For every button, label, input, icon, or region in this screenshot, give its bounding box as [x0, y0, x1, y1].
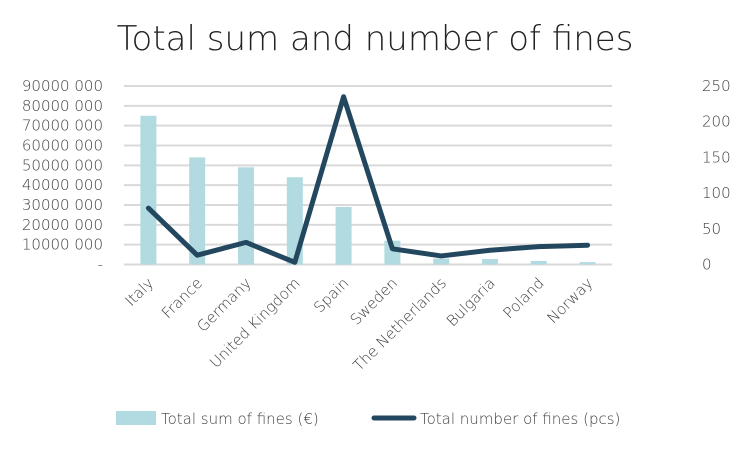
chart-title: Total sum and number of fines	[117, 19, 634, 59]
category-label: Spain	[310, 274, 352, 316]
right-axis-tick-label: 0	[702, 256, 712, 274]
bar	[433, 259, 449, 265]
bar	[482, 259, 498, 265]
legend-label-line: Total number of fines (pcs)	[420, 410, 620, 428]
left-axis-tick-label: 20000 000	[22, 216, 103, 234]
right-axis-tick-label: 100	[702, 184, 731, 202]
category-label: Poland	[499, 274, 547, 322]
left-axis-tick-label: 90000 000	[22, 77, 103, 95]
category-label: France	[158, 274, 206, 322]
legend: Total sum of fines (€) Total number of f…	[116, 410, 620, 428]
left-axis-tick-label: 60000 000	[22, 137, 103, 155]
bar	[238, 167, 254, 264]
category-label: Norway	[543, 274, 596, 327]
legend-swatch-bar	[116, 411, 156, 425]
left-axis-tick-label: 80000 000	[22, 97, 103, 115]
line-series	[148, 97, 587, 263]
legend-label-bar: Total sum of fines (€)	[161, 410, 319, 428]
category-label: Italy	[121, 274, 157, 310]
right-axis-tick-label: 150	[702, 148, 731, 166]
bar	[531, 261, 547, 265]
bar	[580, 262, 596, 264]
category-label: Bulgaria	[443, 274, 499, 330]
category-label: The Netherlands	[350, 274, 450, 374]
left-axis-tick-label: 40000 000	[22, 176, 103, 194]
left-axis-tick-label: 30000 000	[22, 196, 103, 214]
right-axis-tick-label: 50	[702, 220, 721, 238]
left-axis-tick-label: 50000 000	[22, 156, 103, 174]
left-axis-tick-label: -	[98, 256, 103, 274]
right-axis-tick-label: 200	[702, 113, 731, 131]
left-axis-tick-label: 10000 000	[22, 236, 103, 254]
category-label: United Kingdom	[206, 274, 304, 372]
right-axis-tick-label: 250	[702, 77, 731, 95]
left-axis-tick-label: 70000 000	[22, 117, 103, 135]
bar	[140, 116, 156, 265]
bar	[336, 207, 352, 265]
